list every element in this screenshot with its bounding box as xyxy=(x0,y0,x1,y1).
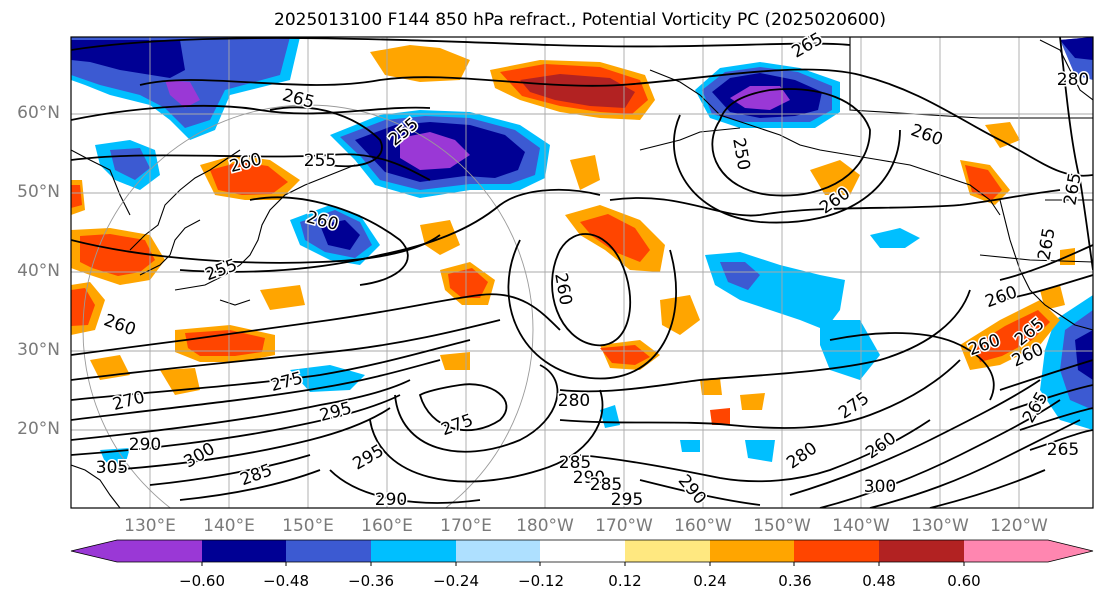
lat-label: 40°N xyxy=(17,261,60,281)
lon-label: 140°E xyxy=(203,516,255,536)
lon-label: 130°W xyxy=(911,516,969,536)
positive-pv-anomalies xyxy=(71,45,1075,425)
colorbar-extend-min xyxy=(71,540,117,562)
contour-label: 305 xyxy=(96,458,128,478)
lon-label: 180°W xyxy=(516,516,574,536)
colorbar-segment xyxy=(710,540,794,562)
lon-label: 150°E xyxy=(282,516,334,536)
contour-label: 280 xyxy=(1057,70,1089,90)
lat-label: 30°N xyxy=(17,340,60,360)
negative-pv-anomalies xyxy=(71,37,1093,465)
lon-label: 170°E xyxy=(440,516,492,536)
colorbar-segment xyxy=(879,540,964,562)
contour-label: 280 xyxy=(558,391,590,411)
colorbar-segment xyxy=(625,540,710,562)
contour-label: 290 xyxy=(129,435,161,455)
colorbar-segment xyxy=(371,540,456,562)
colorbar-segment xyxy=(286,540,371,562)
lon-label: 140°W xyxy=(832,516,890,536)
colorbar-tick-label: 0.48 xyxy=(862,572,896,590)
lat-label: 20°N xyxy=(17,419,60,439)
colorbar-tick-label: 0.24 xyxy=(693,572,727,590)
lat-label: 60°N xyxy=(17,103,60,123)
colorbar-tick-label: −0.48 xyxy=(263,572,309,590)
lon-label: 170°W xyxy=(595,516,653,536)
contour-label: 285 xyxy=(590,475,622,495)
contour-label: 250 xyxy=(728,136,753,171)
colorbar-outline xyxy=(70,539,1094,563)
colorbar-segment xyxy=(794,540,879,562)
colorbar-extend-max xyxy=(1048,540,1093,562)
colorbar-tick-label: 0.60 xyxy=(947,572,981,590)
contour-label: 265 xyxy=(1047,440,1079,460)
colorbar-tick-label: −0.12 xyxy=(518,572,564,590)
colorbar-tick-label: −0.24 xyxy=(433,572,479,590)
colorbar-segment xyxy=(202,540,286,562)
lon-label: 160°E xyxy=(361,516,413,536)
lon-label: 150°W xyxy=(753,516,811,536)
lon-label: 120°W xyxy=(990,516,1048,536)
colorbar-tick-label: 0.36 xyxy=(778,572,812,590)
colorbar-tick-label: 0.12 xyxy=(608,572,642,590)
colorbar-tick-label: −0.60 xyxy=(179,572,225,590)
contour-label: 285 xyxy=(559,453,591,473)
refractivity-contours xyxy=(71,37,1093,508)
contour-label: 255 xyxy=(304,151,336,171)
contour-label: 290 xyxy=(375,490,407,510)
lon-label: 130°E xyxy=(124,516,176,536)
colorbar-segment xyxy=(964,540,1048,562)
contour-label: 295 xyxy=(611,490,643,510)
colorbar-segment xyxy=(117,540,202,562)
contour-label: 300 xyxy=(864,477,896,497)
lon-label: 160°W xyxy=(674,516,732,536)
colorbar xyxy=(70,539,1094,566)
map-title: 2025013100 F144 850 hPa refract., Potent… xyxy=(274,10,886,30)
contour-label: 290 xyxy=(573,468,605,488)
colorbar-tick-label: −0.36 xyxy=(348,572,394,590)
colorbar-segment xyxy=(540,540,625,562)
lat-label: 50°N xyxy=(17,182,60,202)
colorbar-segment xyxy=(456,540,540,562)
